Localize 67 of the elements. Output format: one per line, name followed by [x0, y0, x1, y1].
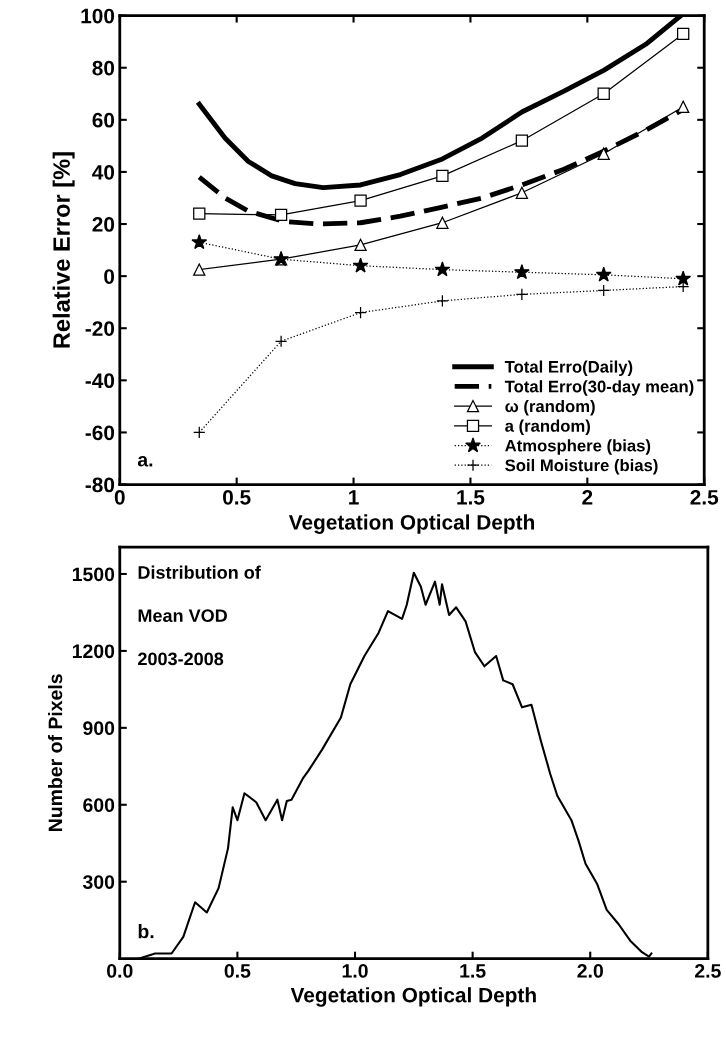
point	[354, 194, 367, 207]
x-tick-label: 1.0	[342, 964, 368, 978]
legend-label: Soil Moisture (bias)	[505, 458, 658, 475]
point	[434, 261, 451, 277]
point	[274, 335, 288, 348]
y-tick-label: -60	[85, 425, 115, 441]
legend-label: Total Erro(Daily)	[504, 360, 633, 377]
y-tick-label: 1200	[72, 644, 115, 659]
y-tick-label: 600	[83, 798, 115, 813]
x-tick-label: 0.0	[107, 964, 133, 978]
x-tick-label: 2.0	[577, 964, 603, 978]
legend-label: Total Erro(30-day mean)	[504, 380, 694, 396]
legend-label: ω (random)	[505, 399, 595, 416]
y-tick-label: 60	[92, 112, 115, 128]
y-tick-label: 40	[92, 164, 115, 180]
x-tick-label: 1.5	[457, 490, 485, 505]
y-axis-title: Number of Pixels	[48, 674, 63, 831]
y-tick-label: 1500	[72, 567, 115, 582]
x-tick-label: 1	[349, 490, 359, 505]
x-axis-title: Vegetation Optical Depth	[288, 514, 535, 534]
annotation: a.	[137, 455, 153, 467]
point	[515, 288, 529, 301]
y-tick-label: 100	[81, 8, 115, 24]
point	[436, 294, 449, 308]
point	[191, 234, 208, 250]
annotation: Mean VOD	[138, 609, 227, 623]
x-tick-label: 2.5	[695, 964, 721, 978]
point	[513, 263, 530, 280]
annotation: b.	[138, 924, 154, 939]
point	[354, 238, 367, 252]
x-tick-label: 2	[582, 489, 593, 505]
y-axis-title: Relative Error [%]	[52, 152, 75, 348]
point	[677, 100, 690, 113]
point	[677, 27, 690, 41]
x-tick-label: 0.5	[223, 489, 251, 505]
y-tick-label: 20	[92, 217, 115, 232]
legend-label: a (random)	[505, 419, 590, 436]
y-tick-label: -40	[85, 373, 115, 389]
point	[597, 284, 610, 297]
point	[515, 134, 529, 147]
point	[274, 208, 288, 222]
y-tick-label: 80	[92, 60, 115, 76]
point	[675, 270, 692, 286]
annotation: Distribution of	[138, 565, 261, 579]
y-tick-label: 0	[104, 269, 115, 284]
point	[597, 87, 610, 100]
point	[193, 207, 206, 220]
y-tick-label: -80	[85, 477, 115, 493]
x-tick-label: 0.5	[224, 964, 251, 978]
point	[193, 426, 206, 439]
annotation: 2003-2008	[138, 652, 224, 666]
x-tick-label: 1.5	[460, 964, 486, 978]
legend-label: Atmosphere (bias)	[505, 439, 651, 455]
point	[436, 169, 449, 183]
point	[515, 186, 529, 199]
x-axis-title: Vegetation Optical Depth	[290, 987, 536, 1007]
point	[352, 257, 369, 273]
y-tick-label: 900	[83, 721, 115, 736]
y-tick-label: -20	[85, 321, 115, 336]
x-tick-label: 0	[114, 489, 125, 505]
point	[597, 147, 610, 160]
point	[354, 306, 367, 319]
x-tick-label: 2.5	[690, 489, 719, 505]
y-tick-label: 300	[82, 875, 115, 889]
point	[436, 216, 449, 229]
point	[193, 263, 206, 276]
point	[595, 266, 612, 282]
